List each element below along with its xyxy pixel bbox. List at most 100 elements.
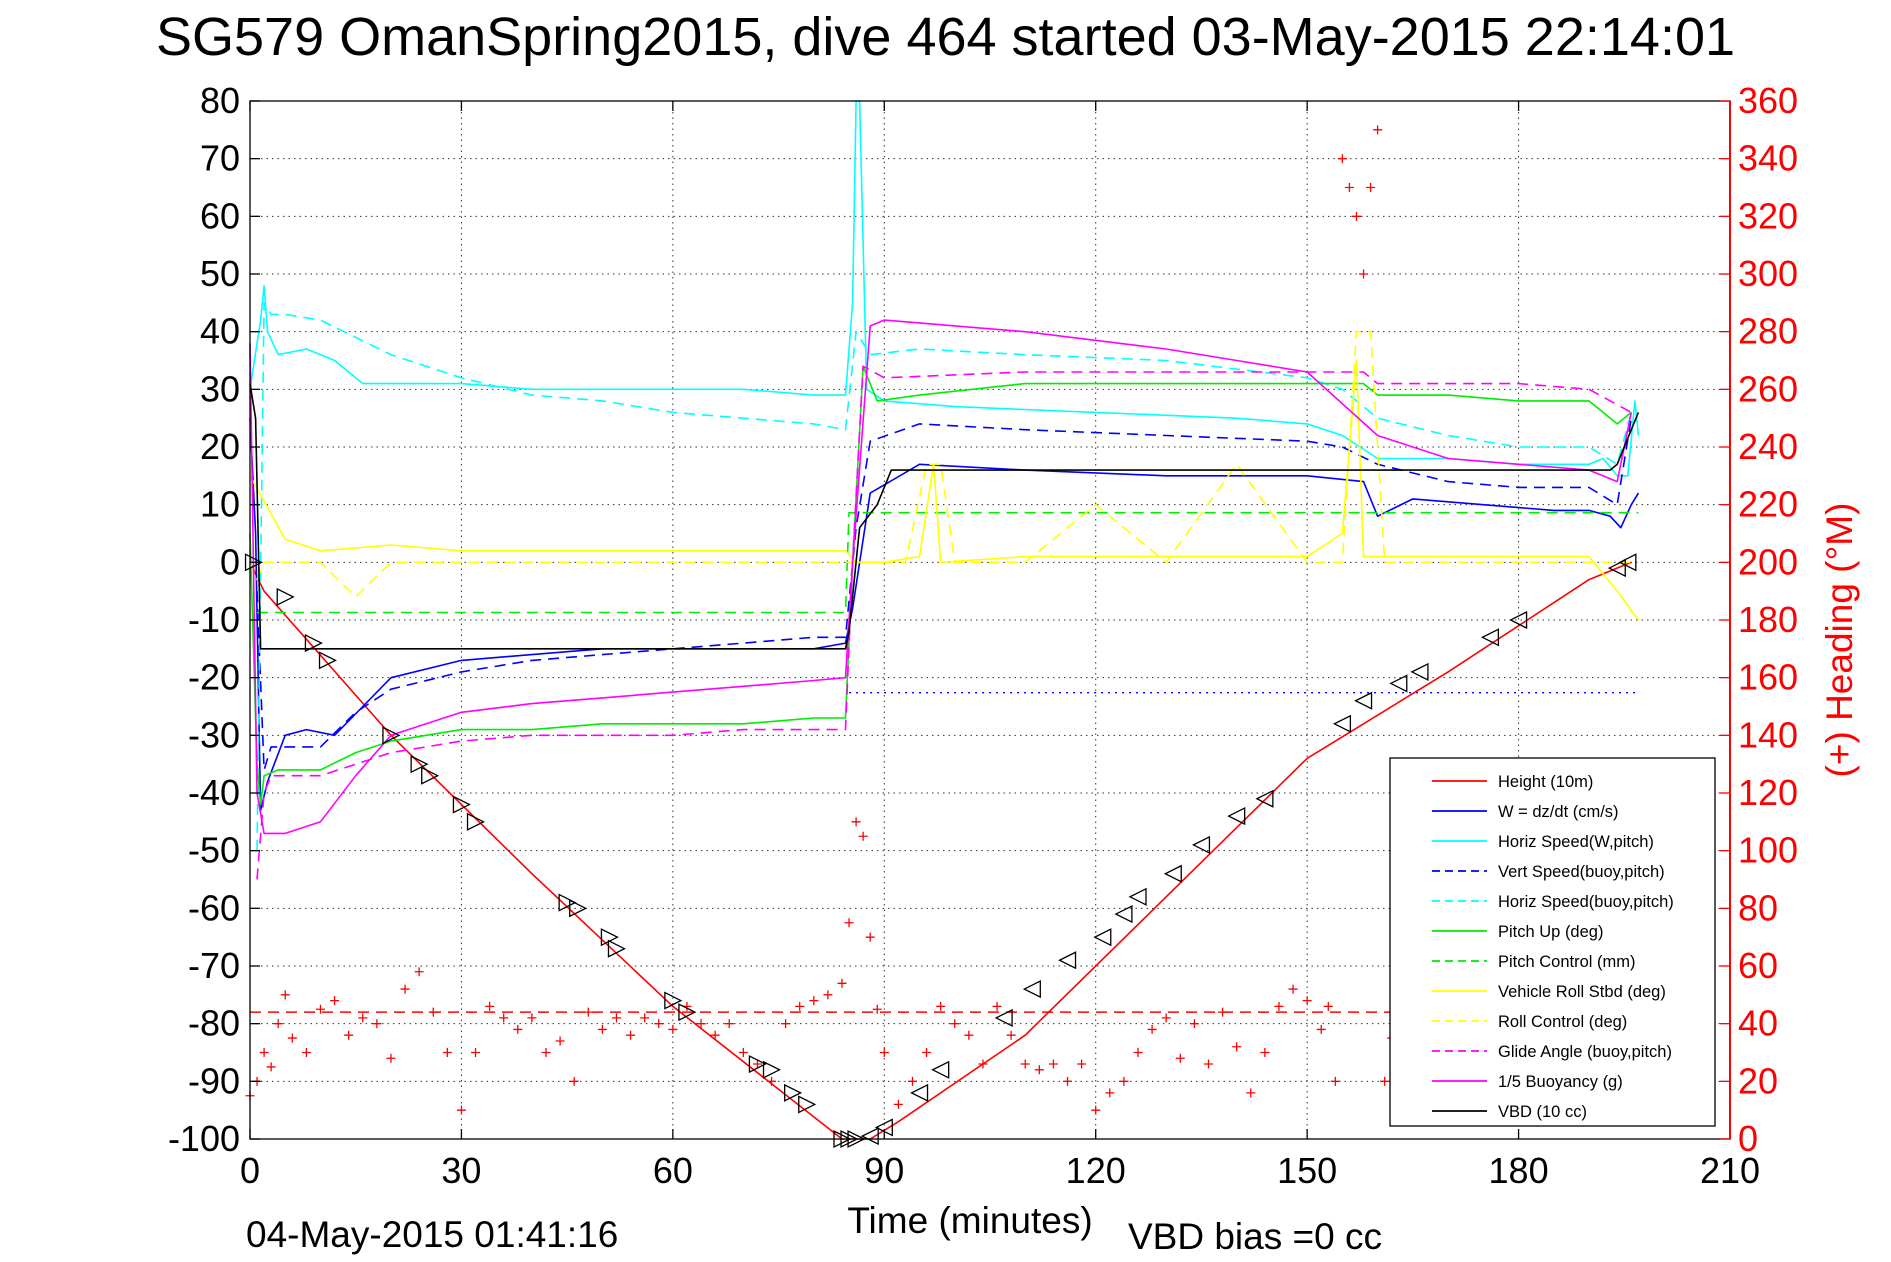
heading-point — [752, 1059, 762, 1069]
heading-point — [456, 1105, 466, 1115]
y-tick-label: 20 — [200, 426, 240, 467]
y-tick-label: -30 — [188, 714, 240, 755]
x-axis-label: Time (minutes) — [847, 1200, 1092, 1241]
y-tick-label: 30 — [200, 368, 240, 409]
heading-point — [936, 1001, 946, 1011]
right-tick-label: 0 — [1738, 1118, 1758, 1159]
height-marker — [558, 893, 577, 912]
series-line — [256, 365, 1632, 880]
right-tick-label: 140 — [1738, 714, 1798, 755]
heading-point — [1105, 1088, 1115, 1098]
height-marker — [1058, 951, 1077, 970]
y-tick-label: 10 — [200, 484, 240, 525]
right-tick-label: 80 — [1738, 887, 1778, 928]
heading-point — [287, 1033, 297, 1043]
heading-point — [315, 1004, 325, 1014]
heading-point — [724, 1019, 734, 1029]
right-tick-label: 340 — [1738, 138, 1798, 179]
right-tick-label: 20 — [1738, 1060, 1778, 1101]
heading-point — [1091, 1105, 1101, 1115]
heading-point — [879, 1048, 889, 1057]
heading-point — [1034, 1065, 1044, 1075]
heading-point — [1344, 183, 1354, 192]
chart-title: SG579 OmanSpring2015, dive 464 started 0… — [155, 7, 1736, 67]
y-tick-label: -20 — [188, 657, 240, 698]
heading-point — [922, 1048, 932, 1057]
height-marker — [410, 755, 429, 774]
right-tick-label: 320 — [1738, 195, 1798, 236]
heading-point — [907, 1076, 917, 1086]
height-marker — [1354, 691, 1373, 710]
heading-point — [844, 918, 854, 928]
height-marker — [1255, 789, 1274, 808]
height-markers — [244, 553, 1637, 1149]
heading-point — [1302, 996, 1312, 1006]
heading-point — [266, 1062, 276, 1072]
height-marker — [421, 766, 440, 785]
series-line — [256, 418, 1633, 771]
height-marker — [1022, 980, 1041, 999]
heading-point — [837, 978, 847, 988]
heading-point — [1323, 1001, 1333, 1011]
heading-point — [1337, 154, 1347, 164]
heading-point — [611, 1013, 621, 1023]
height-marker — [678, 1003, 697, 1022]
legend-label: VBD (10 cc) — [1498, 1103, 1587, 1121]
height-marker — [466, 812, 485, 831]
height-marker — [1163, 864, 1182, 883]
heading-point — [442, 1048, 452, 1057]
heading-point — [1351, 211, 1361, 221]
legend-label: Pitch Up (deg) — [1498, 923, 1603, 941]
height-marker — [910, 1083, 929, 1102]
height-marker — [452, 795, 471, 814]
right-axis-label: (+) Heading (°M) — [1819, 503, 1860, 778]
heading-point — [513, 1024, 523, 1034]
heading-point — [872, 1004, 882, 1014]
height-marker — [1480, 628, 1500, 647]
right-tick-label: 120 — [1738, 772, 1798, 813]
heading-point — [978, 1059, 988, 1069]
height-marker — [304, 634, 323, 653]
heading-point — [865, 932, 875, 942]
height-marker — [1410, 662, 1429, 681]
right-tick-label: 260 — [1738, 368, 1798, 409]
heading-point — [541, 1048, 551, 1057]
heading-point — [809, 996, 819, 1006]
height-marker — [748, 1054, 767, 1074]
legend-label: Height (10m) — [1498, 773, 1593, 791]
series-line — [249, 383, 1640, 650]
legend-box — [1389, 757, 1716, 1127]
heading-point — [851, 817, 861, 827]
height-marker — [1128, 887, 1147, 906]
heading-point — [1161, 1013, 1171, 1023]
heading-point — [640, 1013, 650, 1023]
heading-point — [499, 1013, 509, 1023]
heading-point — [1077, 1059, 1087, 1069]
height-marker — [784, 1083, 803, 1102]
heading-point — [1063, 1076, 1073, 1086]
heading-point — [273, 1019, 283, 1029]
y-tick-label: -10 — [188, 599, 240, 640]
heading-point — [597, 1024, 607, 1034]
y-tick-label: -100 — [168, 1118, 240, 1159]
y-tick-label: 70 — [200, 138, 240, 179]
right-tick-label: 200 — [1738, 541, 1798, 582]
heading-point — [301, 1048, 311, 1057]
height-marker — [1389, 674, 1408, 693]
heading-point — [1048, 1059, 1058, 1069]
legend-label: Horiz Speed(buoy,pitch) — [1498, 893, 1674, 911]
right-tick-label: 300 — [1738, 253, 1798, 294]
x-tick-label: 150 — [1277, 1150, 1337, 1191]
height-marker — [994, 1008, 1013, 1027]
heading-point — [1147, 1024, 1157, 1034]
heading-point — [1203, 1059, 1213, 1069]
height-marker — [860, 1127, 879, 1146]
y-tick-label: -60 — [188, 887, 240, 928]
y-tick-label: 60 — [200, 195, 240, 236]
heading-point — [569, 1076, 579, 1086]
y-tick-label: -50 — [188, 830, 240, 871]
height-marker — [1509, 610, 1528, 630]
legend-label: Glide Angle (buoy,pitch) — [1498, 1043, 1672, 1061]
height-marker — [244, 553, 263, 572]
right-tick-label: 160 — [1738, 657, 1798, 698]
